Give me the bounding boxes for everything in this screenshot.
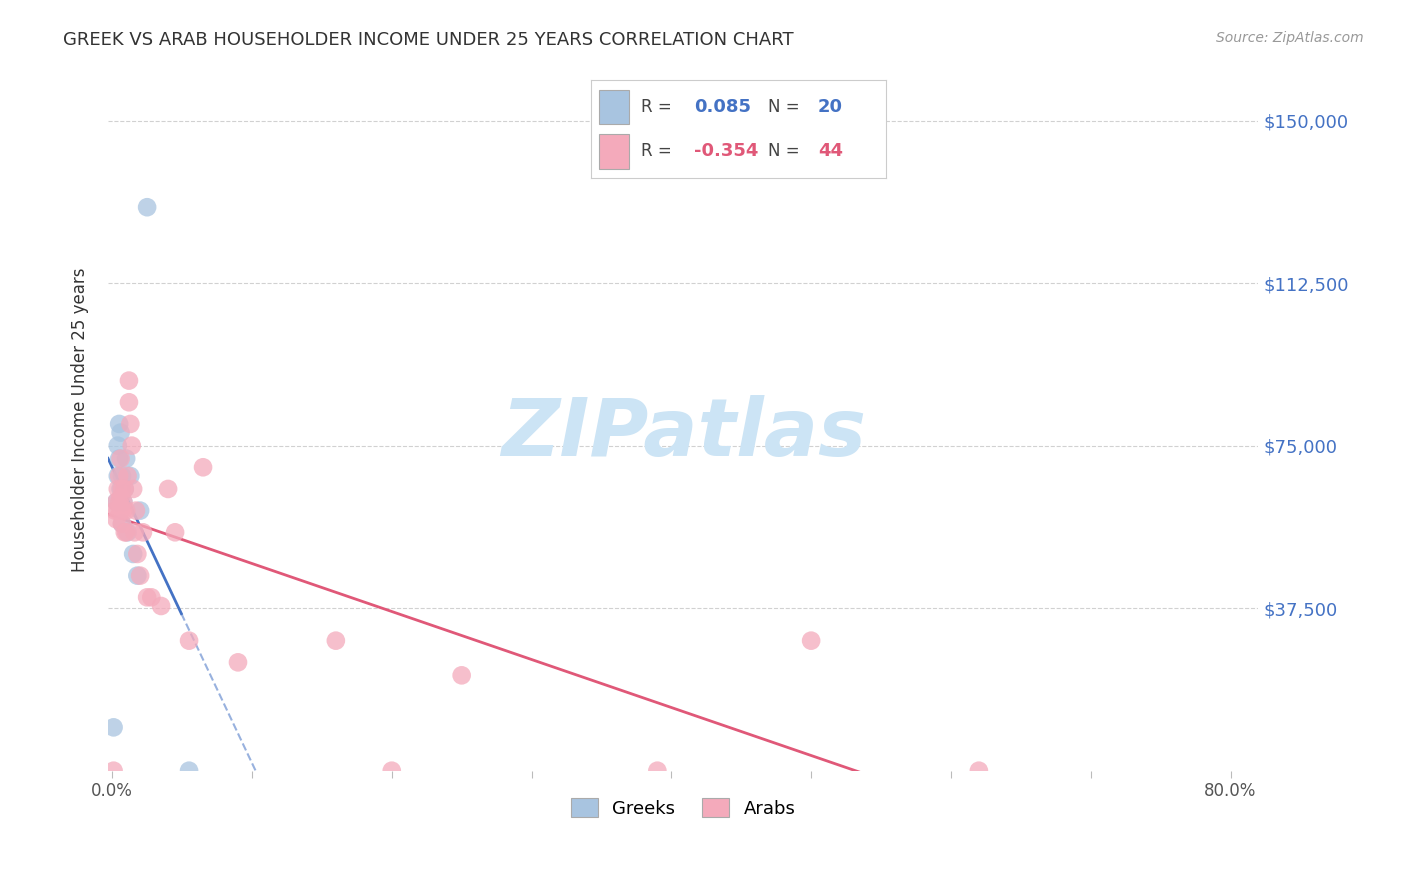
Point (129, 568, 152, 582)
Point (118, 374, 141, 388)
Text: N =: N = (768, 98, 804, 116)
Text: 20: 20 (818, 98, 842, 116)
Point (124, 525, 146, 540)
Text: GREEK VS ARAB HOUSEHOLDER INCOME UNDER 25 YEARS CORRELATION CHART: GREEK VS ARAB HOUSEHOLDER INCOME UNDER 2… (63, 31, 794, 49)
Point (165, 525, 187, 540)
Point (120, 469, 142, 483)
Point (450, 668, 472, 682)
Point (114, 482, 136, 496)
Point (112, 495, 135, 509)
Point (132, 525, 155, 540)
Point (121, 439, 143, 453)
Text: 0.085: 0.085 (695, 98, 751, 116)
Point (111, 516, 134, 531)
Point (111, 516, 134, 531)
Point (115, 525, 138, 540)
Point (127, 568, 149, 582)
Point (110, 503, 132, 517)
Point (141, 591, 163, 605)
Point (112, 495, 135, 509)
Point (108, 451, 131, 466)
Y-axis label: Householder Income Under 25 years: Householder Income Under 25 years (72, 268, 89, 572)
Point (107, 469, 129, 483)
Point (108, 495, 131, 509)
Point (115, 451, 138, 466)
Point (177, 633, 200, 648)
Point (136, 591, 159, 605)
Point (117, 469, 139, 483)
Point (117, 525, 139, 540)
Point (105, 495, 128, 509)
Point (150, 599, 173, 613)
Point (191, 460, 214, 475)
Text: -0.354: -0.354 (695, 143, 758, 161)
Point (800, 633, 823, 648)
Point (177, 764, 200, 778)
Point (647, 764, 669, 778)
Point (103, 720, 125, 734)
Point (107, 439, 129, 453)
Point (122, 482, 145, 496)
Point (115, 503, 138, 517)
Point (104, 503, 127, 517)
Point (110, 425, 132, 440)
Text: ZIPatlas: ZIPatlas (501, 394, 866, 473)
Point (105, 512, 128, 526)
Point (107, 482, 129, 496)
Point (967, 764, 990, 778)
Text: R =: R = (641, 98, 676, 116)
Legend: Greeks, Arabs: Greeks, Arabs (564, 791, 803, 825)
Point (157, 482, 180, 496)
Point (105, 495, 128, 509)
Point (129, 503, 152, 517)
Point (110, 482, 132, 496)
Point (111, 482, 134, 496)
Text: Source: ZipAtlas.com: Source: ZipAtlas.com (1216, 31, 1364, 45)
Text: R =: R = (641, 143, 676, 161)
Point (122, 547, 145, 561)
Point (108, 417, 131, 431)
Point (325, 633, 347, 648)
Point (110, 451, 132, 466)
Point (125, 503, 148, 517)
Point (381, 764, 404, 778)
Text: N =: N = (768, 143, 804, 161)
Point (114, 482, 136, 496)
Point (136, 200, 159, 214)
Point (226, 656, 249, 670)
Point (112, 503, 135, 517)
Text: 44: 44 (818, 143, 842, 161)
Point (120, 417, 142, 431)
Point (110, 491, 132, 505)
Point (111, 469, 134, 483)
Bar (599, 134, 628, 169)
Bar (599, 90, 628, 124)
Point (127, 547, 149, 561)
Point (107, 503, 129, 517)
Point (118, 395, 141, 409)
Point (108, 469, 131, 483)
Point (114, 525, 136, 540)
Point (103, 764, 125, 778)
